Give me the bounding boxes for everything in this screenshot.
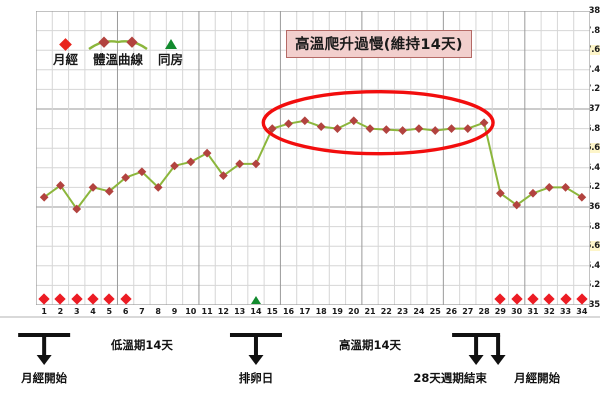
phase-label-0: 低溫期14天 — [110, 338, 173, 352]
highlight-ellipse-icon — [261, 90, 495, 156]
x-tick-label-day-24: 24 — [413, 307, 425, 316]
legend-item-menstruation: 月經 — [53, 36, 78, 66]
plot-area — [36, 11, 590, 305]
data-point — [544, 183, 554, 192]
footer-marker-label-next-period: 月經開始 — [514, 371, 561, 385]
data-point — [39, 192, 49, 202]
y-tick-label: 35 — [588, 300, 600, 310]
x-tick-label-day-10: 10 — [185, 307, 197, 316]
x-tick-label-day-6: 6 — [122, 307, 129, 316]
intercourse-marker-day-14 — [250, 296, 261, 304]
data-point — [495, 188, 505, 198]
x-tick-label-day-4: 4 — [90, 307, 96, 316]
x-tick-label-day-17: 17 — [299, 307, 311, 316]
x-tick-label-day-28: 28 — [478, 307, 490, 316]
data-point — [577, 192, 587, 202]
footer-marker-label-cycle-end: 28天週期結束 — [413, 371, 487, 385]
callout-annotation: 高溫爬升過慢(維持14天) — [286, 30, 472, 58]
x-tick-label-day-18: 18 — [315, 307, 327, 316]
y-tick-label: 38 — [588, 6, 600, 16]
legend-item-intercourse: 同房 — [158, 36, 183, 66]
x-tick-label-day-16: 16 — [282, 307, 295, 316]
data-point — [218, 171, 228, 181]
data-point — [561, 183, 570, 192]
x-tick-label-day-5: 5 — [106, 307, 113, 316]
x-tick-label-day-32: 32 — [543, 307, 555, 316]
green-triangle-icon — [164, 36, 177, 52]
x-tick-label-day-21: 21 — [364, 307, 376, 316]
data-point — [251, 159, 261, 169]
x-tick-label-day-14: 14 — [250, 307, 262, 316]
y-tick-label: 36 — [588, 202, 600, 212]
data-point — [186, 157, 196, 167]
x-tick-label-day-25: 25 — [429, 307, 441, 316]
x-tick-label-day-31: 31 — [527, 307, 539, 316]
x-tick-label-day-29: 29 — [494, 307, 506, 316]
chart-area: 3837.837.637.437.23736.836.636.436.23635… — [0, 6, 600, 318]
red-diamond-icon — [59, 36, 72, 52]
legend-label-intercourse: 同房 — [158, 52, 184, 67]
x-tick-label-day-8: 8 — [155, 307, 161, 316]
x-tick-label-day-2: 2 — [57, 307, 64, 316]
x-tick-label-day-12: 12 — [217, 307, 229, 316]
x-tick-label-day-3: 3 — [73, 307, 80, 316]
x-tick-label-day-1: 1 — [41, 307, 47, 316]
data-point — [349, 116, 359, 126]
x-tick-label-day-23: 23 — [397, 307, 409, 316]
x-tick-label-day-7: 7 — [139, 307, 145, 316]
data-point — [512, 200, 522, 210]
legend-label-temp-curve: 體溫曲線 — [93, 52, 144, 67]
x-tick-label-day-11: 11 — [201, 307, 213, 316]
x-tick-label-day-13: 13 — [234, 307, 246, 316]
legend-label-menstruation: 月經 — [53, 52, 79, 67]
data-point — [153, 183, 163, 192]
phase-label-1: 高溫期14天 — [339, 338, 402, 352]
legend-item-temp-curve: 體溫曲線 — [87, 36, 149, 66]
y-tick-label: 37 — [588, 104, 600, 114]
x-tick-label-day-19: 19 — [331, 307, 344, 316]
x-tick-label-day-33: 33 — [559, 307, 572, 316]
x-tick-label-day-20: 20 — [348, 307, 360, 316]
x-tick-label-day-22: 22 — [380, 307, 392, 316]
x-tick-label-day-9: 9 — [171, 307, 178, 316]
data-point — [170, 161, 179, 171]
footer-marker-label-1: 排卵日 — [238, 371, 274, 385]
x-tick-label-day-15: 15 — [266, 307, 278, 316]
data-point — [202, 148, 212, 158]
footer-marker-label-0: 月經開始 — [21, 371, 68, 385]
temp-curve-icon — [87, 36, 149, 52]
x-tick-label-day-30: 30 — [511, 307, 523, 316]
data-point — [88, 183, 98, 192]
footer-arrows — [18, 333, 506, 365]
x-tick-label-day-34: 34 — [576, 307, 588, 316]
chart-legend: 月經 體溫曲線 同房 — [53, 36, 183, 66]
data-point — [235, 159, 245, 169]
x-tick-label-day-27: 27 — [462, 307, 474, 316]
x-tick-label-day-26: 26 — [445, 307, 458, 316]
grid-lines — [36, 11, 590, 305]
temperature-curve — [39, 116, 587, 214]
